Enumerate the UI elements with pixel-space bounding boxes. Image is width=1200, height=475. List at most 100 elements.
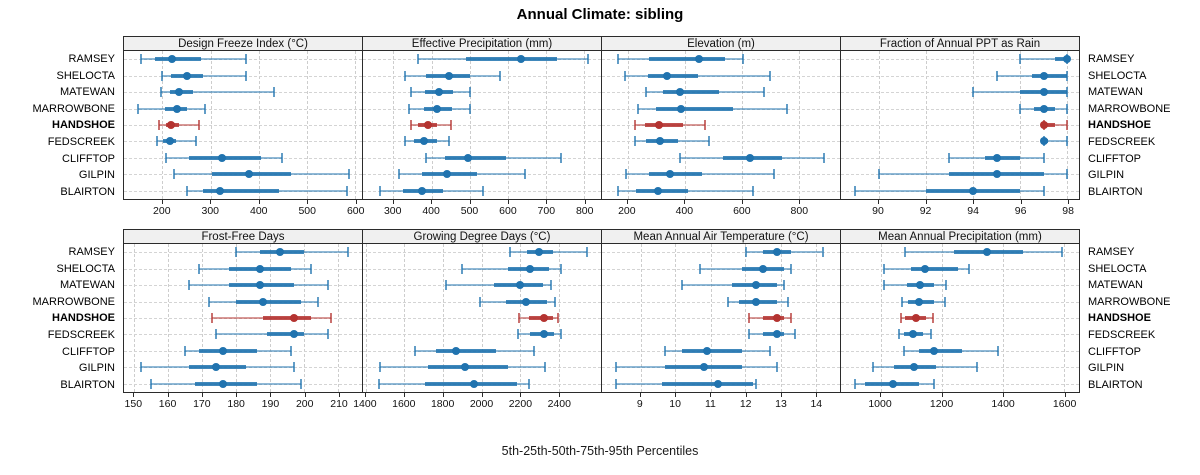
panel-row-top: RAMSEY SHELOCTA MATEWAN MARROWBONE HANDSHOE F… xyxy=(0,36,1200,220)
horizontal-gridline xyxy=(841,92,1079,94)
row-label: HANDSHOE xyxy=(52,312,115,325)
axis-tick xyxy=(626,200,628,204)
interval-row xyxy=(841,183,1079,199)
whisker-cap-right xyxy=(933,378,936,389)
row-label: MARROWBONE xyxy=(1088,102,1171,115)
whisker-cap-right xyxy=(293,362,295,373)
iqr-bar xyxy=(444,155,506,160)
axis-tick xyxy=(639,393,641,397)
row-label: MATEWAN xyxy=(1088,279,1143,292)
panel-strip-title: Elevation (m) xyxy=(687,37,755,50)
axis-tick xyxy=(973,200,975,204)
whisker-cap-left xyxy=(645,87,648,98)
panel-strip-title: Effective Precipitation (mm) xyxy=(411,37,553,50)
whisker-cap-left xyxy=(409,119,412,130)
axis-tick xyxy=(236,393,238,397)
horizontal-gridline xyxy=(363,124,601,126)
whisker-cap-right xyxy=(790,312,792,323)
whisker-cap-left xyxy=(187,280,190,291)
interval-row xyxy=(602,244,840,260)
panel-mean-annual-precipitation-mm-: Mean Annual Precipitation (mm) 1000 1200 14… xyxy=(840,229,1080,413)
whisker-cap-left xyxy=(478,296,481,307)
whisker-cap-left xyxy=(378,378,381,389)
interval-row xyxy=(602,117,840,133)
interval-row xyxy=(602,343,840,359)
interval-row xyxy=(602,67,840,83)
whisker-cap-right xyxy=(1066,87,1069,98)
row-label: RAMSEY xyxy=(1088,246,1135,259)
axis-tick xyxy=(880,393,881,397)
median-dot xyxy=(517,55,526,64)
median-dot xyxy=(535,248,544,257)
panel-strip: Mean Annual Air Temperature (°C) xyxy=(601,229,841,244)
iqr-bar xyxy=(1043,122,1056,127)
iqr-bar xyxy=(663,90,719,95)
median-dot xyxy=(992,153,1001,162)
interval-row xyxy=(841,150,1079,166)
axis-tick xyxy=(161,200,163,204)
median-dot xyxy=(452,346,461,355)
panel-growing-degree-days-c-: Growing Degree Days (°C) 1400 1600 1800 2000… xyxy=(353,229,602,413)
panel-strip-title: Mean Annual Air Temperature (°C) xyxy=(633,230,809,243)
interval-row xyxy=(841,117,1079,133)
horizontal-gridline xyxy=(841,334,1079,336)
median-dot xyxy=(165,137,174,146)
interval-row xyxy=(841,67,1079,83)
median-dot xyxy=(461,363,470,372)
whisker-cap-right xyxy=(244,70,247,81)
whisker-cap-right xyxy=(447,136,450,147)
interval-row xyxy=(602,133,840,149)
plot-area xyxy=(840,244,1080,393)
whisker-cap-right xyxy=(195,136,198,147)
row-label: MATEWAN xyxy=(60,279,115,292)
whisker-cap-right xyxy=(742,54,745,65)
whisker-cap-right xyxy=(481,185,484,196)
iqr-bar xyxy=(1055,57,1068,62)
x-axis: 1400 1600 1800 2000 2200 2400 xyxy=(353,393,602,413)
whisker-cap-left xyxy=(155,136,158,147)
whisker-cap-right xyxy=(559,263,562,274)
whisker-cap-right xyxy=(707,136,710,147)
interval-row xyxy=(841,260,1079,276)
interval-row xyxy=(363,100,601,116)
median-dot xyxy=(168,55,177,64)
row-label: HANDSHOE xyxy=(52,119,115,132)
whisker-cap-left xyxy=(150,378,153,389)
whisker-cap-right xyxy=(310,263,312,274)
axis-tick-label: 300 xyxy=(201,205,220,217)
whisker-cap-right xyxy=(968,263,971,274)
whisker-cap-right xyxy=(327,280,329,291)
horizontal-gridline xyxy=(363,334,601,336)
interval-row xyxy=(124,260,362,276)
iqr-bar xyxy=(465,57,558,62)
whisker-cap-left xyxy=(854,185,857,196)
median-dot xyxy=(1039,120,1048,129)
median-dot xyxy=(521,297,530,306)
whisker-cap-right xyxy=(786,296,789,307)
median-dot xyxy=(525,264,534,273)
axis-tick xyxy=(304,393,306,397)
median-dot xyxy=(751,297,760,306)
horizontal-gridline xyxy=(363,252,601,254)
whisker-cap-left xyxy=(948,152,951,163)
whisker-cap-right xyxy=(1066,103,1069,114)
axis-tick-label: 600 xyxy=(733,205,751,217)
interval-row xyxy=(363,166,601,182)
interval-row xyxy=(363,183,601,199)
whisker-cap-right xyxy=(1066,70,1069,81)
median-dot xyxy=(167,120,176,129)
whisker-cap-right xyxy=(559,329,562,340)
x-axis: 9 10 11 12 13 14 xyxy=(601,393,841,413)
axis-tick-label: 1600 xyxy=(392,398,416,410)
median-dot xyxy=(433,104,442,113)
whisker-cap-left xyxy=(197,263,200,274)
iqr-bar xyxy=(636,188,688,193)
panel-mean-annual-air-temperature-c-: Mean Annual Air Temperature (°C) 9 10 11 12 1… xyxy=(601,229,841,413)
axis-tick-label: 190 xyxy=(261,398,280,410)
whisker-line xyxy=(1020,58,1068,61)
row-label: FEDSCREEK xyxy=(47,136,115,148)
left-row-labels: RAMSEY SHELOCTA MATEWAN MARROWBONE HANDSHOE F… xyxy=(0,51,119,200)
whisker-cap-left xyxy=(185,185,188,196)
axis-tick-label: 13 xyxy=(775,398,787,410)
